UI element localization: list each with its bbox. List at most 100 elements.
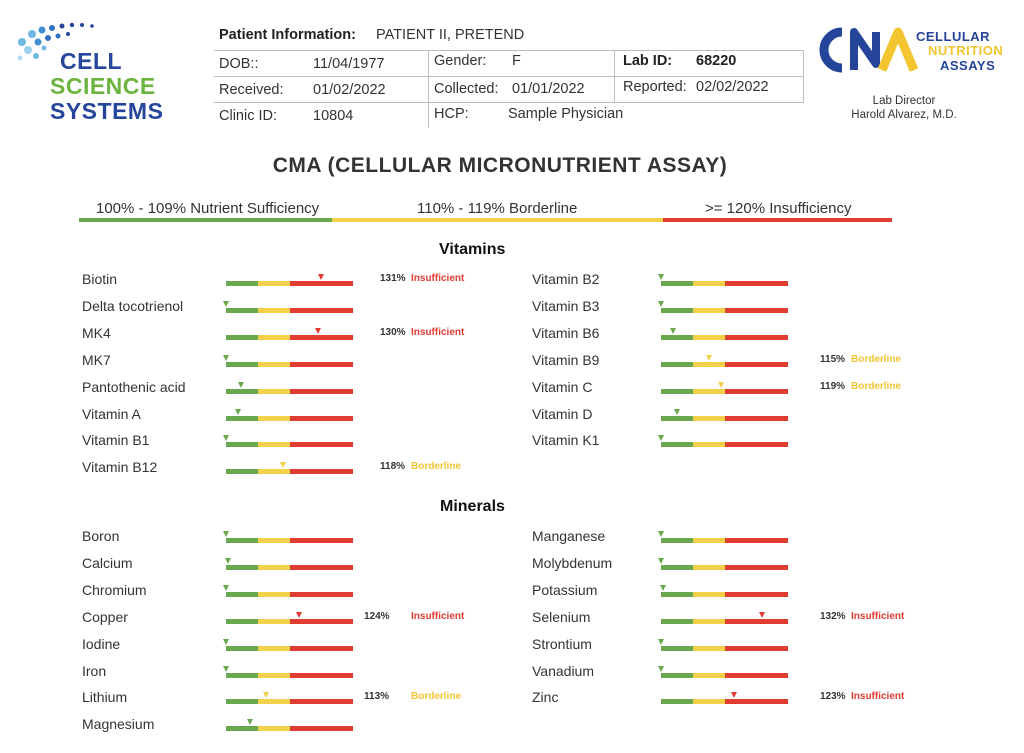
legend-sufficient: 100% - 109% Nutrient Sufficiency	[96, 200, 320, 217]
nutrient-row: Vitamin B6	[0, 325, 1000, 351]
range-segment-green	[226, 281, 258, 286]
cna-mark-icon	[819, 27, 918, 73]
minerals-heading: Minerals	[440, 498, 505, 515]
nutrient-name: Chromium	[82, 581, 147, 598]
nutrient-row: Biotin 131% Insufficient	[0, 271, 1000, 297]
range-segment-yellow	[692, 442, 725, 448]
range-segment-yellow	[257, 469, 290, 475]
nutrient-name: Zinc	[532, 689, 559, 706]
percent-value: 113%	[364, 691, 390, 703]
range-segment-red	[724, 388, 788, 394]
nutrient-name: Manganese	[532, 528, 606, 544]
range-segment-red	[724, 307, 788, 313]
legend-bar-red	[663, 218, 892, 222]
hcp-value: Sample Physician	[508, 106, 624, 122]
range-segment-green	[226, 334, 258, 340]
range-segment-red	[289, 538, 353, 543]
level-marker-icon	[705, 354, 712, 361]
range-segment-green	[226, 538, 258, 543]
range-segment-green	[226, 591, 258, 597]
range-segment-yellow	[692, 618, 725, 624]
logo-word-nutrition: NUTRITION	[928, 43, 1004, 58]
gender-value: F	[512, 53, 521, 69]
nutrient-name: Boron	[82, 528, 120, 544]
range-bar	[226, 381, 353, 394]
nutrient-row: Vitamin B3	[0, 298, 1000, 324]
range-segment-yellow	[692, 564, 725, 570]
level-marker-icon	[731, 692, 738, 699]
range-segment-red	[289, 591, 353, 597]
range-segment-yellow	[692, 672, 725, 678]
received-value: 01/02/2022	[313, 82, 386, 98]
nutrient-name: Vitamin B9	[532, 351, 600, 368]
range-segment-green	[226, 645, 258, 651]
lab-id-value: 68220	[696, 53, 737, 69]
nutrient-name: Vitamin B2	[532, 271, 600, 287]
legend-borderline: 110% - 119% Borderline	[417, 200, 578, 217]
range-segment-yellow	[692, 415, 725, 421]
range-segment-red	[724, 361, 788, 367]
nutrient-name: Strontium	[532, 635, 592, 652]
range-segment-yellow	[257, 307, 290, 313]
lab-director-title: Lab Director	[872, 95, 936, 107]
range-segment-yellow	[257, 281, 290, 286]
range-segment-yellow	[257, 618, 290, 624]
range-segment-yellow	[257, 591, 290, 597]
range-segment-green	[226, 618, 258, 624]
range-segment-red	[724, 334, 788, 340]
percent-value: 123%	[820, 691, 846, 703]
level-marker-icon	[235, 408, 242, 415]
level-marker-icon	[657, 435, 664, 442]
range-segment-red	[289, 415, 353, 421]
range-segment-red	[289, 699, 353, 705]
status-label: Insufficient	[851, 691, 905, 703]
patient-name: PATIENT II, PRETEND	[376, 27, 525, 43]
range-segment-green	[661, 334, 693, 340]
level-marker-icon	[263, 692, 270, 699]
range-segment-red	[724, 281, 788, 286]
range-bar	[226, 719, 353, 732]
range-bar	[226, 611, 353, 624]
range-segment-green	[226, 442, 258, 448]
range-segment-red	[289, 442, 353, 448]
range-bar	[657, 531, 788, 543]
nutrient-name: Iron	[82, 662, 107, 679]
range-segment-green	[226, 307, 258, 313]
nutrient-row: Chromium	[0, 582, 1000, 608]
range-segment-red	[289, 672, 353, 678]
nutrient-name: Vitamin B12	[82, 459, 158, 476]
range-segment-green	[661, 307, 693, 313]
range-segment-yellow	[692, 645, 725, 651]
range-segment-yellow	[257, 538, 290, 543]
range-segment-yellow	[692, 361, 725, 367]
range-segment-red	[289, 726, 353, 732]
range-segment-red	[289, 618, 353, 624]
lab-director: Lab Director Harold Alvarez, M.D.	[830, 94, 978, 122]
range-bar	[661, 381, 788, 394]
range-segment-red	[724, 672, 788, 678]
range-segment-green	[661, 618, 693, 624]
nutrient-name: Vitamin A	[82, 405, 141, 422]
dob-value: 11/04/1977	[313, 56, 385, 72]
nutrient-row: Vitamin B1	[0, 432, 1000, 458]
range-bar	[226, 462, 353, 475]
range-segment-red	[289, 645, 353, 651]
range-segment-red	[724, 591, 788, 597]
collected-value: 01/01/2022	[512, 81, 585, 97]
range-segment-yellow	[257, 388, 290, 394]
level-marker-icon	[222, 531, 229, 537]
nutrient-name: Calcium	[82, 554, 133, 571]
range-bar	[222, 584, 353, 597]
nutrient-row: Vitamin B9 115% Borderline	[0, 352, 1000, 378]
range-bar	[226, 692, 353, 705]
range-segment-green	[661, 591, 693, 597]
level-marker-icon	[759, 611, 766, 618]
level-marker-icon	[279, 462, 286, 469]
clinic-id-label: Clinic ID:	[219, 108, 278, 124]
range-bar	[661, 327, 788, 340]
nutrient-name: Lithium	[82, 689, 128, 706]
cna-logo: CELLULAR NUTRITION ASSAYS	[818, 26, 1013, 86]
range-segment-green	[661, 538, 693, 543]
nutrient-name: Delta tocotrienol	[82, 297, 184, 314]
nutrient-name: Vitamin B1	[82, 432, 150, 449]
